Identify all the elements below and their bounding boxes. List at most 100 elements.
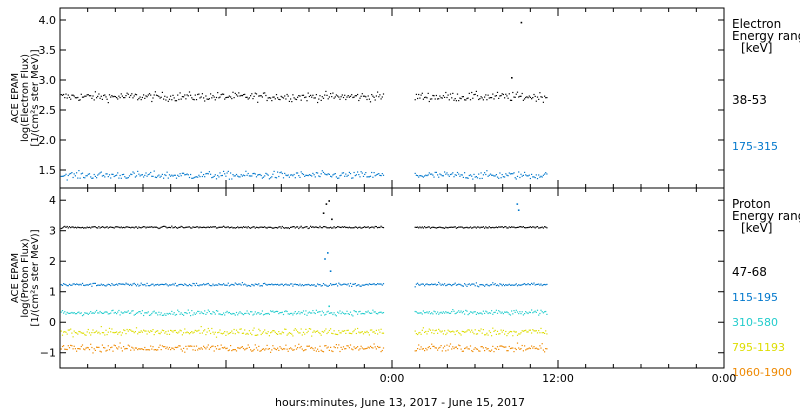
data-point (346, 226, 348, 228)
data-point (114, 311, 116, 314)
data-point (481, 97, 483, 99)
proton-spike-point (517, 209, 520, 211)
data-point (380, 351, 382, 353)
data-point (312, 331, 314, 333)
data-point (214, 284, 216, 286)
data-point (287, 284, 289, 286)
data-point (377, 345, 379, 348)
data-point (72, 176, 74, 179)
data-point (546, 97, 548, 99)
data-point (259, 350, 261, 352)
data-point (415, 174, 417, 176)
data-point (132, 330, 134, 332)
data-point (91, 285, 93, 287)
data-point (367, 176, 369, 178)
data-point (334, 333, 336, 335)
data-point (114, 284, 116, 286)
data-point (422, 327, 424, 329)
data-point (448, 283, 450, 285)
data-point (78, 99, 80, 101)
data-point (280, 95, 282, 97)
data-point (445, 285, 447, 287)
data-point (447, 227, 449, 229)
data-point (121, 174, 123, 176)
data-point (100, 171, 102, 173)
data-point (125, 333, 127, 335)
data-point (234, 282, 236, 284)
data-point (438, 98, 440, 100)
data-point (293, 329, 295, 331)
data-point (347, 329, 349, 331)
data-point (513, 284, 515, 286)
data-point (417, 97, 419, 100)
data-point (117, 98, 119, 100)
data-point (83, 332, 85, 334)
data-point (288, 348, 290, 350)
data-point (353, 227, 355, 229)
data-point (205, 95, 207, 97)
data-point (246, 332, 248, 334)
data-point (433, 176, 435, 178)
data-point (120, 93, 122, 95)
data-point (462, 227, 464, 229)
data-point (442, 333, 444, 335)
data-point (505, 284, 507, 286)
data-point (514, 347, 516, 349)
data-point (81, 332, 84, 334)
data-point (466, 330, 468, 332)
data-point (85, 175, 87, 177)
data-point (252, 329, 254, 331)
data-point (294, 328, 296, 330)
data-point (502, 313, 504, 315)
data-point (481, 313, 483, 315)
data-point (153, 334, 155, 336)
data-point (211, 345, 213, 347)
data-point (68, 173, 71, 175)
data-point (313, 174, 315, 176)
data-point (462, 350, 464, 352)
data-point (133, 172, 135, 174)
data-point (194, 329, 196, 331)
data-point (529, 311, 531, 314)
data-point (349, 227, 352, 229)
data-point (215, 310, 218, 312)
data-point (211, 97, 213, 99)
data-point (76, 172, 78, 174)
data-point (261, 332, 263, 334)
data-point (326, 174, 328, 176)
data-point (90, 343, 92, 345)
data-point (422, 348, 424, 350)
data-point (417, 333, 419, 336)
data-point (104, 347, 106, 349)
data-point (354, 175, 356, 177)
data-point (380, 283, 382, 285)
data-point (357, 93, 359, 96)
data-point (99, 333, 101, 335)
data-point (425, 283, 427, 285)
data-point (85, 312, 87, 314)
proton-series (60, 326, 548, 338)
data-point (299, 332, 301, 334)
data-point (292, 335, 294, 337)
data-point (80, 173, 82, 175)
data-point (267, 97, 269, 99)
data-point (317, 226, 319, 229)
data-point (437, 311, 439, 313)
data-point (469, 226, 472, 228)
data-point (179, 226, 181, 228)
data-point (131, 330, 133, 332)
data-point (459, 97, 461, 99)
data-point (307, 283, 309, 285)
data-point (472, 178, 474, 180)
data-point (143, 284, 145, 286)
data-point (432, 329, 434, 331)
data-point (123, 329, 125, 331)
data-point (432, 313, 434, 315)
data-point (453, 176, 455, 178)
data-point (475, 176, 477, 178)
data-point (417, 226, 419, 228)
data-point (139, 348, 141, 350)
data-point (197, 226, 199, 228)
data-point (304, 313, 306, 315)
data-point (319, 225, 321, 227)
